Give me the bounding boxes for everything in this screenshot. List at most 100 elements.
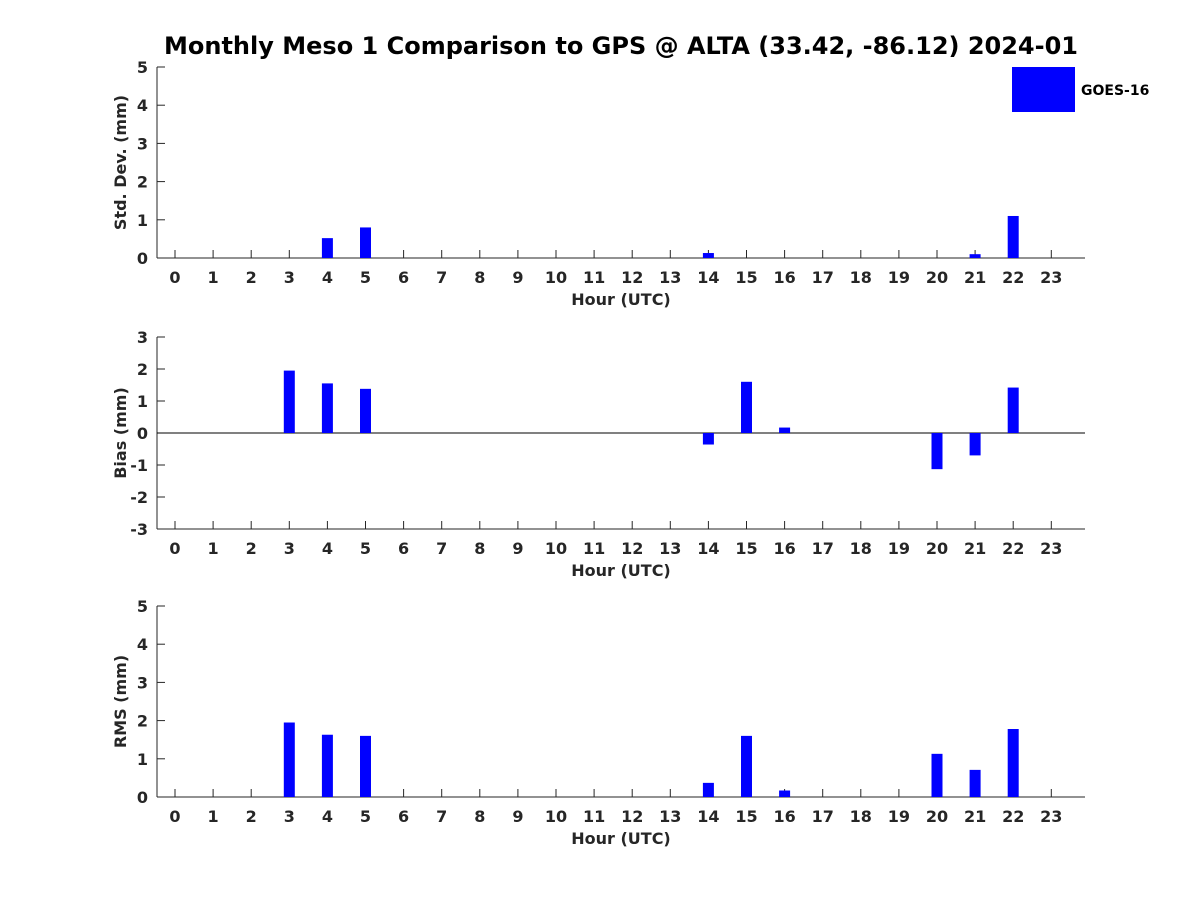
x-tick-label: 19 — [888, 807, 910, 826]
y-tick-label: 2 — [137, 712, 148, 731]
y-tick-label: 0 — [137, 249, 148, 268]
x-tick-label: 13 — [659, 268, 681, 287]
bar-hour-16 — [779, 427, 791, 433]
bar-hour-22 — [1007, 387, 1019, 433]
x-tick-label: 6 — [398, 539, 409, 558]
x-tick-label: 6 — [398, 807, 409, 826]
x-tick-label: 20 — [926, 268, 948, 287]
x-tick-label: 0 — [169, 268, 180, 287]
y-tick-label: 1 — [137, 211, 148, 230]
x-tick-label: 0 — [169, 807, 180, 826]
x-tick-label: 10 — [545, 807, 567, 826]
x-tick-label: 10 — [545, 539, 567, 558]
bar-hour-20 — [931, 753, 943, 797]
x-tick-label: 3 — [284, 539, 295, 558]
bar-hour-5 — [360, 227, 371, 258]
x-tick-label: 2 — [246, 268, 257, 287]
x-tick-label: 21 — [964, 539, 986, 558]
x-tick-label: 16 — [773, 539, 795, 558]
y-tick-label: 5 — [137, 597, 148, 616]
x-tick-label: 17 — [812, 807, 834, 826]
bar-hour-14 — [702, 782, 714, 797]
x-tick-label: 11 — [583, 807, 605, 826]
x-tick-label: 3 — [284, 268, 295, 287]
y-tick-label: -1 — [130, 456, 148, 475]
x-tick-label: 21 — [964, 268, 986, 287]
x-tick-label: 22 — [1002, 539, 1024, 558]
x-tick-label: 0 — [169, 539, 180, 558]
x-tick-label: 23 — [1040, 268, 1062, 287]
x-tick-label: 8 — [474, 539, 485, 558]
x-tick-label: 17 — [812, 268, 834, 287]
y-tick-label: 4 — [137, 635, 148, 654]
y-axis-label: Bias (mm) — [111, 387, 130, 479]
y-axis-label: RMS (mm) — [111, 655, 130, 748]
x-tick-label: 18 — [850, 539, 872, 558]
bar-hour-5 — [360, 388, 371, 433]
x-tick-label: 14 — [697, 268, 719, 287]
y-tick-label: 1 — [137, 392, 148, 411]
x-tick-label: 16 — [773, 268, 795, 287]
legend-label: GOES-16 — [1081, 83, 1149, 99]
x-tick-label: 5 — [360, 807, 371, 826]
x-tick-label: 15 — [735, 539, 757, 558]
bar-hour-15 — [741, 735, 752, 797]
x-tick-label: 21 — [964, 807, 986, 826]
x-tick-label: 9 — [512, 268, 523, 287]
x-tick-label: 13 — [659, 807, 681, 826]
y-tick-label: 5 — [137, 58, 148, 77]
x-tick-label: 1 — [208, 268, 219, 287]
x-tick-label: 18 — [850, 268, 872, 287]
x-tick-label: 7 — [436, 268, 447, 287]
y-tick-label: 3 — [137, 328, 148, 347]
x-tick-label: 2 — [246, 539, 257, 558]
x-tick-label: 22 — [1002, 268, 1024, 287]
x-tick-label: 14 — [697, 807, 719, 826]
x-tick-label: 1 — [208, 539, 219, 558]
x-tick-label: 8 — [474, 807, 485, 826]
y-tick-label: 0 — [137, 788, 148, 807]
x-axis-label: Hour (UTC) — [571, 290, 671, 309]
y-tick-label: 0 — [137, 424, 148, 443]
bar-hour-22 — [1007, 215, 1019, 258]
bar-hour-14 — [702, 253, 714, 258]
bar-hour-4 — [321, 734, 333, 797]
x-tick-label: 9 — [512, 539, 523, 558]
x-tick-label: 9 — [512, 807, 523, 826]
x-tick-label: 23 — [1040, 807, 1062, 826]
bar-hour-21 — [969, 433, 981, 456]
x-tick-label: 22 — [1002, 807, 1024, 826]
x-tick-label: 17 — [812, 539, 834, 558]
x-tick-label: 20 — [926, 807, 948, 826]
x-tick-label: 11 — [583, 539, 605, 558]
legend: GOES-16 — [1012, 67, 1149, 112]
y-tick-label: 1 — [137, 750, 148, 769]
x-tick-label: 4 — [322, 539, 333, 558]
x-tick-label: 10 — [545, 268, 567, 287]
bar-hour-21 — [969, 254, 981, 258]
x-tick-label: 14 — [697, 539, 719, 558]
x-tick-label: 6 — [398, 268, 409, 287]
x-tick-label: 5 — [360, 268, 371, 287]
y-tick-label: 2 — [137, 173, 148, 192]
x-axis-label: Hour (UTC) — [571, 829, 671, 848]
x-tick-label: 7 — [436, 807, 447, 826]
y-tick-label: 2 — [137, 360, 148, 379]
bar-hour-21 — [969, 769, 981, 797]
x-tick-label: 12 — [621, 539, 643, 558]
y-axis-label: Std. Dev. (mm) — [111, 95, 130, 230]
bar-hour-4 — [321, 238, 333, 258]
x-tick-label: 11 — [583, 268, 605, 287]
legend-swatch — [1012, 67, 1075, 112]
y-tick-label: 4 — [137, 96, 148, 115]
bar-hour-3 — [283, 722, 295, 797]
bar-hour-14 — [702, 433, 714, 445]
x-tick-label: 4 — [322, 807, 333, 826]
bar-hour-22 — [1007, 729, 1019, 797]
y-tick-label: 3 — [137, 134, 148, 153]
x-tick-label: 4 — [322, 268, 333, 287]
